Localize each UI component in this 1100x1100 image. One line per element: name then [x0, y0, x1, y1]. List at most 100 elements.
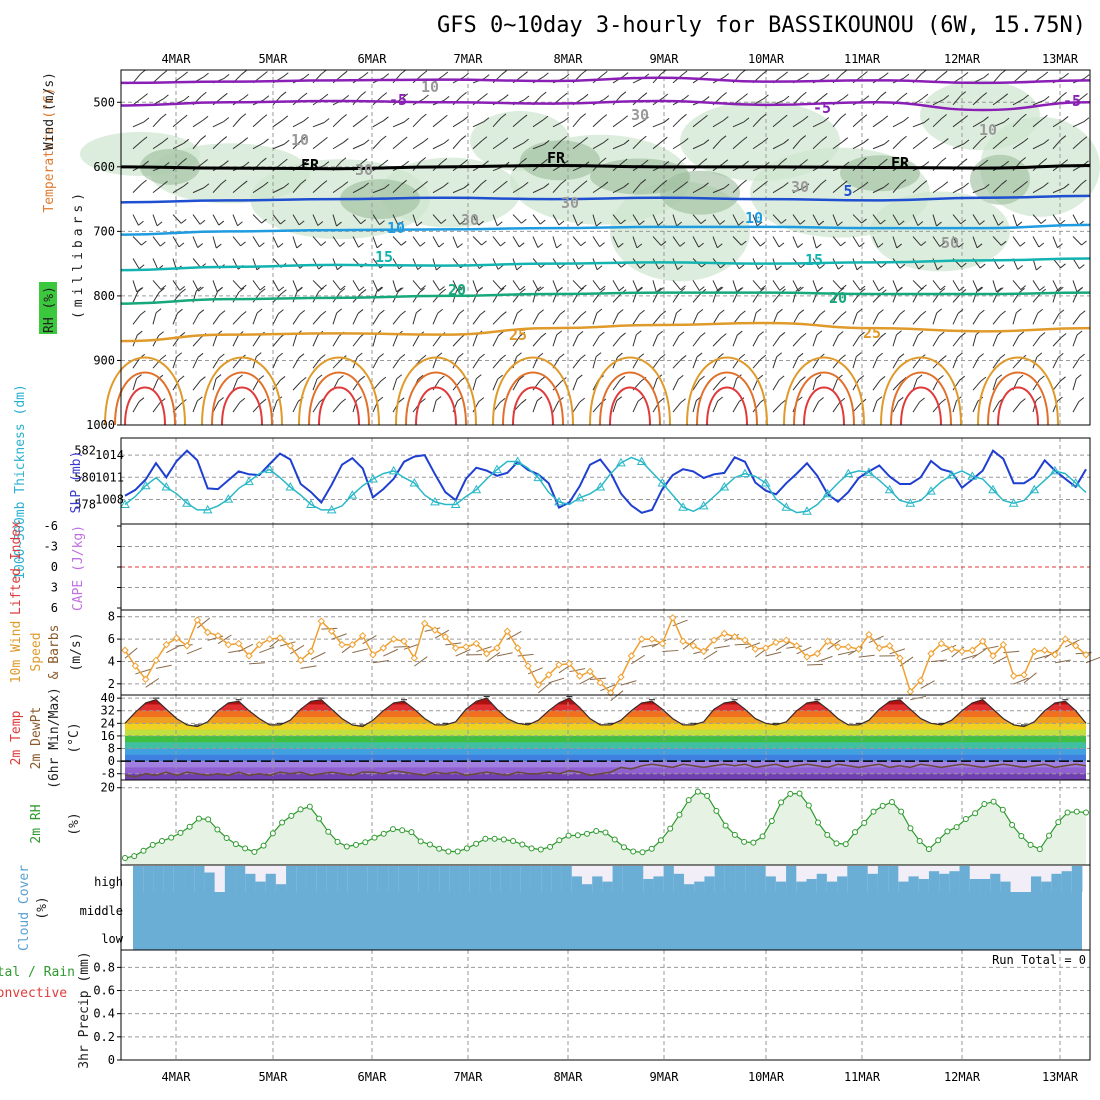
wind-barb-10m — [414, 656, 428, 667]
wind-barb-flag — [198, 309, 205, 315]
wind-barb-flag — [763, 94, 769, 100]
date-label-bottom: 11MAR — [844, 1070, 881, 1084]
wind-barb-flag — [223, 74, 230, 79]
rh2m-point — [815, 819, 822, 826]
wind-barb-flag — [699, 375, 705, 381]
wind-speed-point — [978, 637, 987, 646]
wind-barb-flag — [721, 92, 727, 97]
wind-barb-flag — [277, 352, 284, 358]
wind-barb-flag — [522, 181, 529, 187]
wind-barb-flag — [481, 240, 487, 246]
wind-barb-flag — [339, 288, 346, 293]
wind-barb — [612, 95, 622, 106]
wind-barb-flag — [880, 332, 887, 338]
wind-barb — [372, 357, 380, 369]
wind-barb-flag — [736, 287, 743, 293]
wind-barb-flag — [877, 243, 884, 248]
wind-barb — [952, 214, 962, 225]
wind-barb — [872, 280, 880, 292]
wind-barb — [332, 335, 340, 347]
wind-barb — [352, 236, 359, 248]
wind-barb-flag — [595, 221, 602, 227]
contour-label: 50 — [941, 234, 959, 252]
wind-barb-flag — [501, 311, 507, 317]
wind-barb — [1032, 400, 1037, 413]
wind-barb-flag — [219, 310, 226, 315]
wind-barb-flag — [1058, 309, 1065, 315]
wind-barb-flag — [298, 220, 305, 226]
rh2m-point — [602, 829, 609, 836]
wind-barb-flag — [878, 309, 884, 315]
wind-barb — [232, 184, 243, 194]
wind-barb-10m — [868, 635, 884, 644]
rh-shading-high — [840, 155, 920, 192]
wind-barb-flag — [738, 264, 745, 270]
date-label-top: 13MAR — [1042, 52, 1079, 66]
wind-barb-flag — [360, 219, 367, 225]
wind-barb — [152, 236, 161, 247]
wind-barb-flag — [500, 284, 507, 290]
wind-barb — [712, 236, 718, 248]
wind-speed-point — [121, 646, 129, 654]
rh2m-point — [1036, 846, 1043, 853]
wind-barb-flag — [701, 158, 708, 164]
wind-speed-point — [854, 645, 863, 653]
wind-barb — [572, 401, 581, 413]
wind-barb — [332, 185, 344, 194]
wind-barb-flag — [475, 374, 482, 380]
wind-barb-flag — [202, 115, 209, 121]
wind-speed-point — [224, 640, 233, 649]
date-label-top: 8MAR — [554, 52, 584, 66]
wind-barb-10m — [817, 655, 833, 663]
wind-barb — [312, 314, 322, 325]
wind-speed-point — [679, 637, 687, 646]
wind-barb — [872, 214, 881, 225]
y-tick-label: 8 — [108, 742, 115, 756]
wind-barb-flag — [640, 179, 647, 184]
wind-barb — [712, 139, 722, 150]
wind-speed-point — [379, 644, 388, 652]
wind-barb-flag — [341, 70, 348, 76]
wind-barb-flag — [618, 286, 625, 292]
wind-barb-flag — [678, 331, 685, 337]
wind-barb — [792, 337, 802, 347]
wind-barb-flag — [177, 308, 183, 314]
rh2m-point — [593, 828, 600, 834]
wind-barb-flag — [901, 135, 907, 141]
wind-barb-flag — [680, 355, 687, 360]
wind-barb-flag — [760, 354, 767, 360]
wind-barb-flag — [521, 218, 527, 224]
low-mid-cloud — [133, 892, 1082, 950]
wind-barb — [152, 258, 159, 270]
wind-barb — [1072, 183, 1082, 193]
wind-barb — [552, 140, 562, 150]
wind-barb-flag — [381, 92, 388, 98]
y-tick-label: 0.2 — [93, 1030, 115, 1044]
wind-barb-10m — [641, 643, 658, 648]
date-label-bottom: 5MAR — [259, 1070, 289, 1084]
isotherm--5 — [120, 99, 1091, 112]
wind-barb — [372, 120, 384, 128]
wind-barb — [492, 280, 502, 290]
wind-barb-flag — [263, 95, 270, 101]
wind-barb — [472, 401, 480, 413]
slp-tick: 1008 — [95, 493, 124, 507]
slp-tick: 1014 — [95, 448, 124, 462]
wind-barb-flag — [1043, 139, 1050, 144]
wind-barb — [692, 236, 700, 248]
wind-barb-flag — [599, 288, 606, 294]
wind-barb-10m — [259, 646, 275, 654]
wind-barb-10m — [548, 677, 565, 684]
wind-barb-flag — [581, 69, 587, 75]
wind-barb-10m — [734, 643, 751, 646]
wind-barb-flag — [162, 137, 169, 143]
wind-barb-flag — [1077, 287, 1084, 292]
wind-barb-flag — [377, 286, 384, 292]
wind-speed-point — [916, 676, 925, 685]
wind-barb — [952, 400, 957, 413]
wind-barb — [132, 140, 143, 150]
wind-barb-flag — [899, 309, 906, 315]
high-cloud-bar — [969, 879, 981, 892]
wind-barb-flag — [383, 73, 390, 79]
wind-barb — [232, 335, 239, 347]
